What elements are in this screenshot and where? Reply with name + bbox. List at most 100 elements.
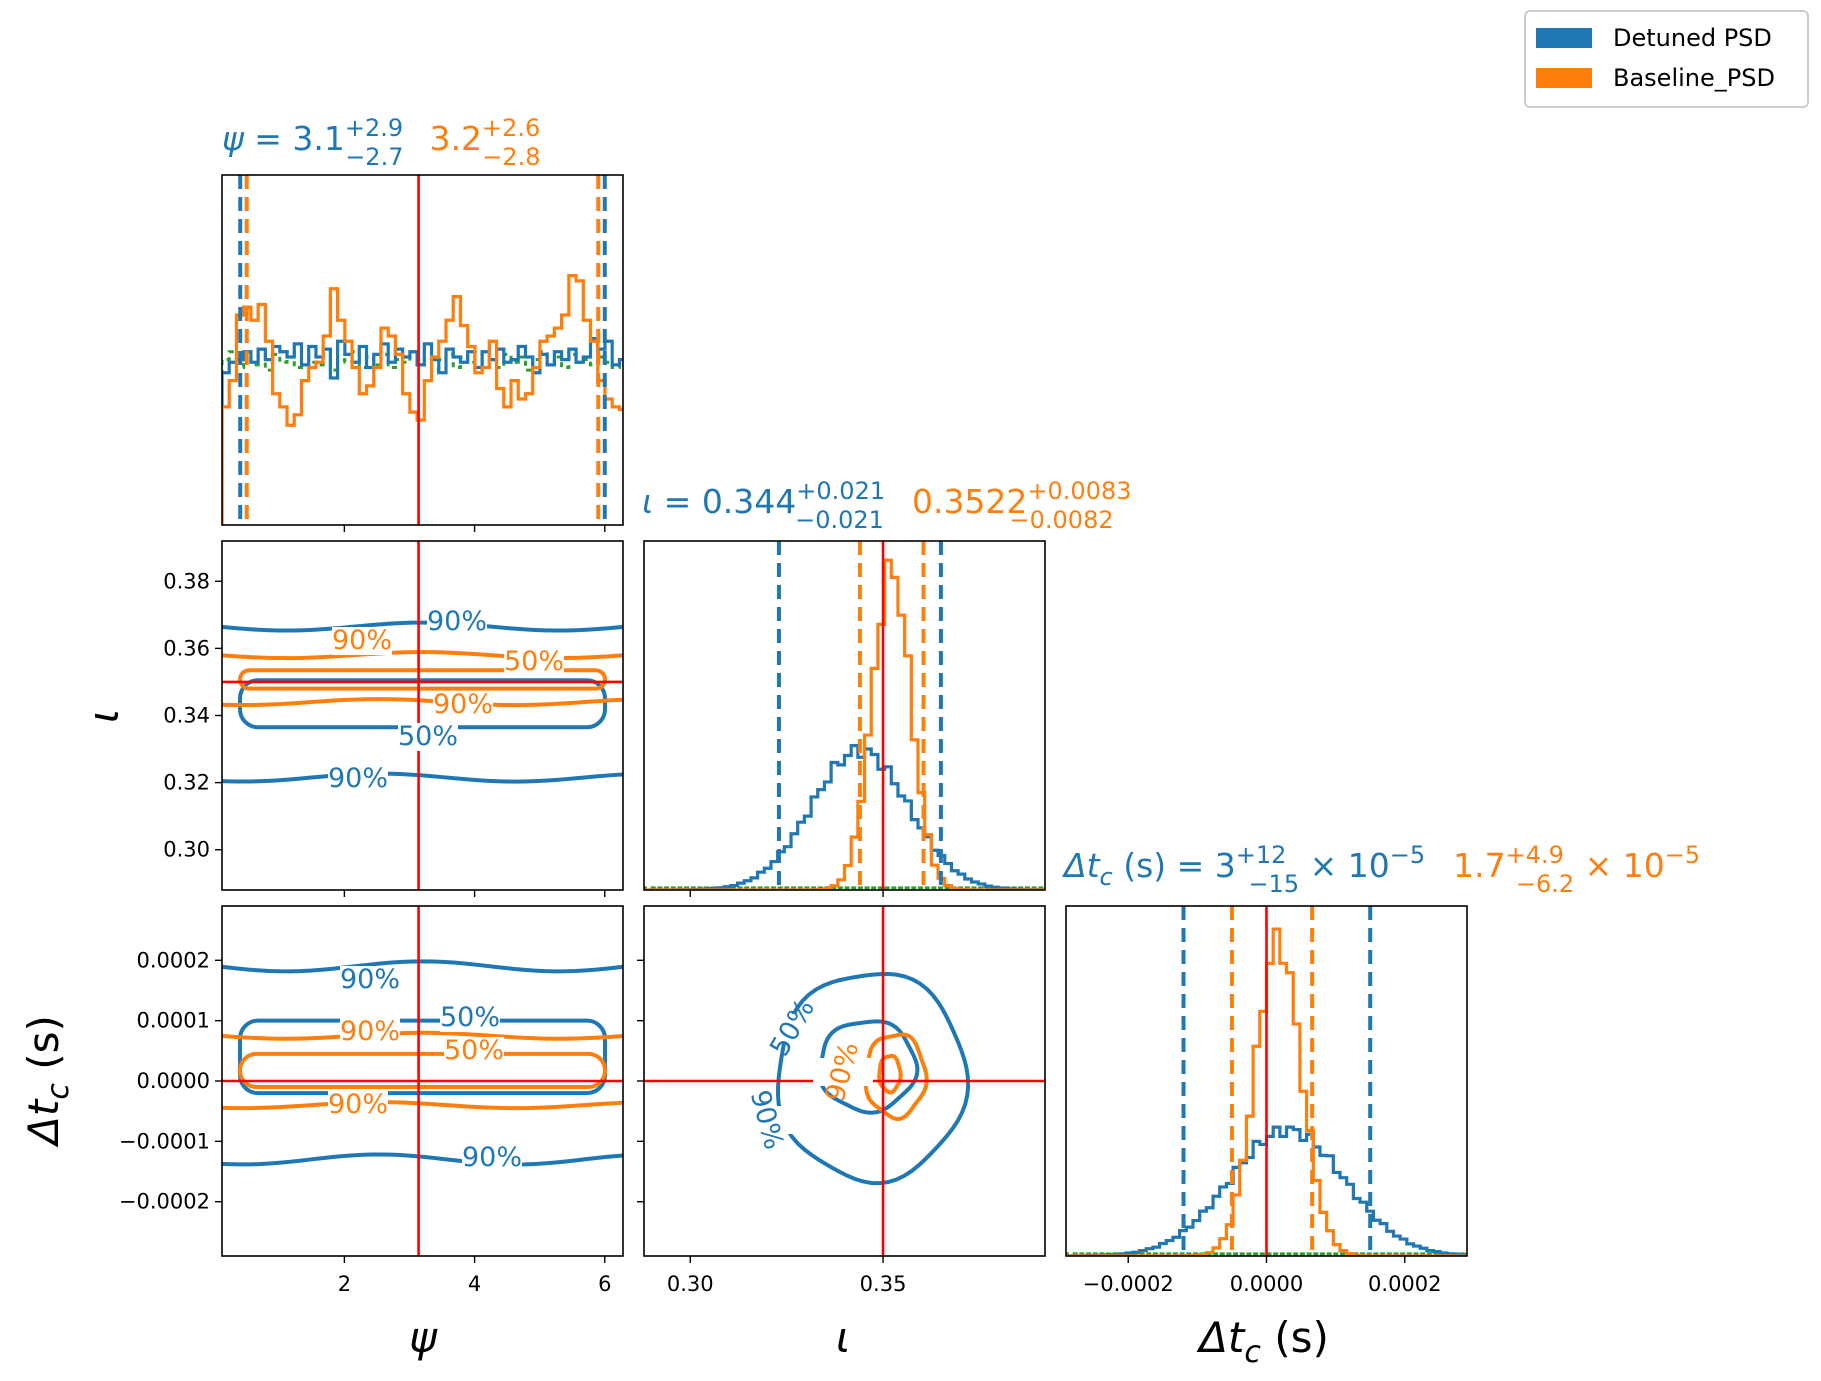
title-dtc-baseline-lower: −6.2 [1516,870,1574,898]
y-axis-label-dtc-sub: c [41,1083,76,1100]
panel-psi-dtc: 90% 50% 90% 50% 90% 90% 2 4 6 −0.0002 −0.0001 0.000… [119,905,624,1296]
title-dtc: Δtc (s) = 3+12 −15 × 10−5 1.7+4.9 −6.2 × 10… [1061,841,1700,898]
panel-frame [643,540,1046,891]
title-psi-detuned-value: 3.1 [292,119,344,158]
contour-psi-dtc-baseline-90-upper [222,1030,623,1041]
title-iota-baseline-value: 0.3522 [912,482,1027,521]
legend-swatch-baseline [1536,68,1592,88]
y-axis-dtc-tick-label: 0.0001 [137,1009,210,1033]
title-psi-baseline-upper: +2.6 [482,114,540,142]
panel-content [644,558,1045,890]
title-dtc-baseline-mult: × 10 [1574,846,1665,885]
panel-iota-hist [643,540,1046,897]
contour-label-psi-iota-detuned-50: 50% [398,721,458,752]
title-dtc-detuned-mult: × 10 [1299,846,1390,885]
contour-psi-iota-detuned-90-lower [222,771,623,784]
title-dtc-detuned-exp: −5 [1390,841,1425,869]
x-axis-label-dtc-unit: (s) [1261,1313,1329,1362]
legend-swatch-detuned [1536,28,1592,48]
contour-psi-dtc-detuned-90-lower [222,1152,623,1167]
contour-label-psi-dtc-detuned-90-top-gap [340,966,400,994]
contour-iota-dtc-detuned-90 [775,971,971,1186]
title-dtc-detuned-upper: +12 [1236,841,1287,869]
contour-psi-dtc-detuned-90-upper [222,959,623,974]
panel-psi-iota: 90%90%50%90%50%90%0.300.320.340.360.38 [163,540,624,897]
title-psi-eq: = [244,119,293,158]
contour-label-psi-iota-detuned-90-top-gap [427,608,487,636]
legend: Detuned PSD Baseline_PSD [1524,10,1809,108]
contour-label-psi-iota-detuned-90-bottom: 90% [328,763,388,794]
panel-content: 90%90%50%90%50%90% [222,541,623,890]
contour-label-psi-iota-detuned-50-gap [398,723,458,751]
contour-label-iota-dtc-baseline-90-gap [813,1058,873,1086]
x-axis-iota-tick-label: 0.35 [860,1272,907,1296]
contour-label-psi-dtc-baseline-50: 50% [444,1035,504,1066]
contour-psi-dtc-baseline-90-lower [222,1100,623,1111]
title-iota-baseline-upper: +0.0083 [1027,477,1131,505]
y-axis-dtc-tick-label: −0.0002 [119,1190,210,1214]
legend-frame [1524,10,1809,108]
x-axis-psi-tick-label: 4 [468,1272,481,1296]
contour-label-psi-iota-baseline-50: 50% [504,646,564,677]
y-axis-dtc-tick-label: 0.0000 [137,1069,210,1093]
contour-psi-iota-baseline-90-lower [222,697,623,708]
contour-label-psi-iota-detuned-90-top: 90% [427,606,487,637]
contour-label-psi-dtc-baseline-90-top: 90% [340,1016,400,1047]
hist-psi-baseline [222,274,623,525]
contour-label-psi-iota-detuned-90-bottom-gap [328,765,388,793]
title-dtc-baseline-exp: −5 [1665,841,1700,869]
y-axis-iota-tick-label: 0.30 [163,838,210,862]
contour-label-psi-dtc-baseline-90-top-gap [340,1018,400,1046]
y-axis-iota-tick-label: 0.34 [163,704,210,728]
contour-label-psi-iota-baseline-90-bottom: 90% [433,689,493,720]
contour-label-psi-dtc-baseline-90-bottom: 90% [328,1089,388,1120]
title-psi-detuned-upper: +2.9 [345,114,403,142]
contour-label-psi-dtc-detuned-50: 50% [440,1002,500,1033]
title-dtc-sym: Δt [1061,846,1101,885]
panel-iota-dtc: 50%90%90%0.30 0.35 [637,905,1046,1296]
contour-label-iota-dtc-detuned-50-gap [763,1014,823,1042]
title-psi-baseline-value: 3.2 [429,119,481,158]
panel-content: 90% 50% 90% 50% 90% 90% [222,906,623,1256]
contour-psi-iota-baseline-90-upper [222,650,623,661]
contour-label-psi-dtc-detuned-90-bottom-gap [462,1144,522,1172]
x-axis-dtc-tick-label: 0.0000 [1230,1272,1303,1296]
contour-label-psi-dtc-baseline-50-gap [444,1037,504,1065]
panel-frame [221,174,624,526]
hist-iota-baseline [644,558,1045,890]
y-axis-iota-tick-label: 0.36 [163,636,210,660]
x-axis-label-dtc-main: Δt [1196,1313,1246,1362]
title-dtc-detuned-lower: −15 [1248,870,1299,898]
contour-psi-dtc-baseline-50 [238,1051,607,1090]
contour-label-psi-dtc-detuned-50-gap [440,1004,500,1032]
title-dtc-eq: (s) = [1113,846,1215,885]
x-axis-label-dtc-sub: c [1244,1335,1261,1370]
legend-label-baseline: Baseline_PSD [1613,64,1775,92]
x-axis-dtc-tick-label: −0.0002 [1083,1272,1174,1296]
title-psi-detuned-lower: −2.7 [345,143,403,171]
contour-label-iota-dtc-detuned-90: 90% [744,1087,789,1153]
x-axis-dtc-tick-label: 0.0002 [1368,1272,1441,1296]
panel-psi-hist [221,174,624,532]
title-psi: ψ = 3.1+2.9 −2.7 3.2+2.6 −2.8 [222,114,541,171]
contour-psi-dtc-detuned-50 [238,1018,607,1096]
x-axis-label-iota: ι [836,1313,850,1362]
contour-psi-iota-baseline-50 [238,668,607,691]
y-axis-iota-tick-label: 0.32 [163,771,210,795]
y-axis-label-dtc-unit: (s) [19,1015,68,1083]
y-axis-label-dtc-main: Δt [19,1098,68,1148]
contour-label-iota-dtc-baseline-90: 90% [820,1039,865,1105]
x-axis-psi-tick-label: 2 [338,1272,351,1296]
title-iota-eq: = [653,482,702,521]
title-dtc-baseline-value: 1.7 [1453,846,1505,885]
legend-label-detuned: Detuned PSD [1613,24,1772,52]
contour-psi-iota-detuned-90-upper [222,620,623,633]
contour-label-psi-dtc-baseline-90-bottom-gap [328,1091,388,1119]
contour-iota-dtc-baseline-50 [877,1053,903,1095]
x-axis-label-dtc: Δtc (s) [1196,1313,1329,1370]
x-axis-label-psi: ψ [409,1313,438,1362]
y-axis-iota-tick-label: 0.38 [163,569,210,593]
contour-label-psi-iota-baseline-50-gap [504,648,564,676]
title-dtc-baseline-upper: +4.9 [1506,841,1564,869]
